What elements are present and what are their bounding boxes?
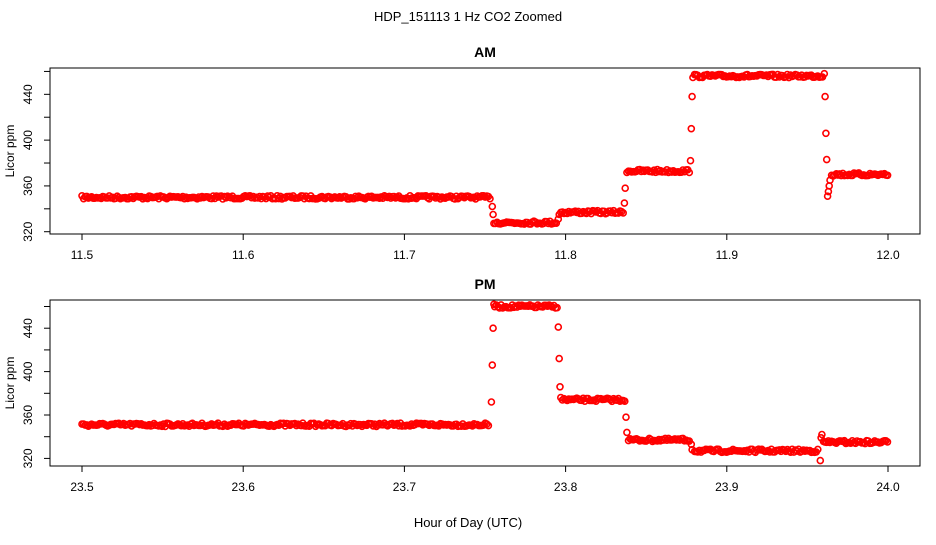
data-point xyxy=(621,184,630,192)
data-point xyxy=(820,69,829,78)
x-tick-label: 24.0 xyxy=(876,480,900,494)
data-point xyxy=(688,92,696,101)
data-point xyxy=(488,202,497,211)
x-tick-label: 23.6 xyxy=(232,480,256,494)
x-tick-label: 23.9 xyxy=(715,480,739,494)
y-tick-label: 440 xyxy=(21,84,35,104)
x-tick-label: 23.8 xyxy=(554,480,578,494)
data-point xyxy=(826,176,834,184)
data-point xyxy=(552,219,561,227)
data-point xyxy=(822,129,830,138)
data-point xyxy=(620,397,629,406)
panel-am: AM Licor ppm 11.5 11.6 11.7 11.8 11.9 12.0 320 36… xyxy=(3,44,921,262)
y-tick-label: 360 xyxy=(21,176,35,196)
data-point xyxy=(883,438,892,446)
data-point xyxy=(556,382,564,391)
data-point xyxy=(487,398,496,406)
y-axis-label: Licor ppm xyxy=(3,125,17,178)
data-point xyxy=(781,447,790,456)
data-point xyxy=(556,393,565,402)
data-point xyxy=(687,124,696,133)
data-point xyxy=(813,445,822,454)
data-point xyxy=(686,156,695,165)
x-tick-label: 11.5 xyxy=(71,248,94,262)
data-point xyxy=(555,210,564,219)
y-tick-label: 320 xyxy=(21,448,35,468)
x-tick-label: 11.8 xyxy=(554,248,577,262)
data-point xyxy=(406,422,414,430)
data-point xyxy=(554,323,563,331)
y-tick-label: 360 xyxy=(21,405,35,425)
data-series xyxy=(78,69,892,228)
data-point xyxy=(488,361,497,369)
panel-title: AM xyxy=(474,44,496,60)
data-point xyxy=(430,192,438,201)
data-point xyxy=(688,445,696,454)
data-point xyxy=(619,209,628,217)
chart-panels: AM Licor ppm 11.5 11.6 11.7 11.8 11.9 12.0 320 36… xyxy=(3,44,921,494)
y-tick-label: 400 xyxy=(21,361,35,381)
data-point xyxy=(818,430,826,439)
data-point xyxy=(883,171,892,180)
data-point xyxy=(622,413,630,422)
data-point xyxy=(486,194,494,203)
panel-title: PM xyxy=(475,276,496,292)
plot-frame xyxy=(49,67,921,235)
data-point xyxy=(822,155,831,164)
data-point xyxy=(623,428,631,437)
data-point xyxy=(577,209,586,218)
x-tick-label: 23.7 xyxy=(393,480,417,494)
figure-title: HDP_151113 1 Hz CO2 Zoomed xyxy=(374,9,562,24)
data-point xyxy=(555,354,564,363)
y-tick-label: 400 xyxy=(21,130,35,150)
data-point xyxy=(554,215,563,223)
data-point xyxy=(489,210,497,219)
data-point xyxy=(620,199,629,207)
data-point xyxy=(821,92,829,101)
plot-frame xyxy=(49,299,921,467)
panel-pm: PM Licor ppm 23.5 23.6 23.7 23.8 23.9 24.0 320 36… xyxy=(3,276,921,494)
data-point xyxy=(553,303,561,312)
x-tick-label: 11.7 xyxy=(393,248,416,262)
x-tick-label: 12.0 xyxy=(876,248,900,262)
data-point xyxy=(679,166,687,174)
x-tick-label: 11.9 xyxy=(716,248,739,262)
y-tick-label: 320 xyxy=(21,221,35,241)
data-point xyxy=(489,324,497,333)
x-tick-label: 23.5 xyxy=(70,480,94,494)
y-axis-label: Licor ppm xyxy=(3,357,17,410)
data-point xyxy=(369,422,378,430)
data-point xyxy=(817,433,825,442)
data-point xyxy=(482,420,491,428)
data-point xyxy=(484,421,493,430)
x-axis-label: Hour of Day (UTC) xyxy=(414,515,522,530)
data-point xyxy=(390,192,398,201)
x-tick-label: 11.6 xyxy=(232,248,255,262)
y-tick-label: 440 xyxy=(21,318,35,338)
data-point xyxy=(823,192,832,200)
data-point xyxy=(816,456,825,465)
data-point xyxy=(292,421,301,430)
data-series xyxy=(78,300,892,465)
data-point xyxy=(490,300,498,309)
data-point xyxy=(685,168,694,177)
